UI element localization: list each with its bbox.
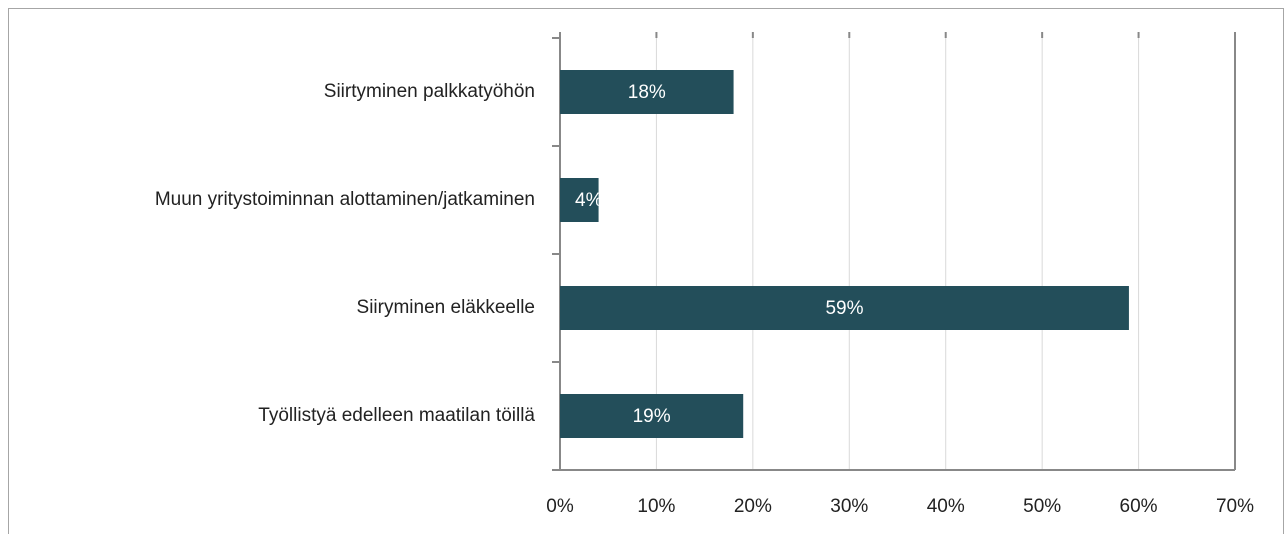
x-tick-label: 10% xyxy=(637,496,675,517)
x-tick-label: 20% xyxy=(734,496,772,517)
x-tick-label: 30% xyxy=(830,496,868,517)
y-tick-label: Työllistyä edelleen maatilan töillä xyxy=(258,405,535,426)
y-tick-label: Siirtyminen palkkatyöhön xyxy=(324,81,535,102)
x-tick-label: 70% xyxy=(1216,496,1254,517)
chart-frame xyxy=(8,8,1284,534)
bar xyxy=(560,394,744,438)
value-label: 4% xyxy=(575,190,603,211)
bar xyxy=(560,70,734,114)
value-label: 18% xyxy=(628,82,666,103)
y-tick-label: Muun yritystoiminnan alottaminen/jatkami… xyxy=(155,189,535,210)
value-label: 59% xyxy=(825,298,863,319)
bar xyxy=(560,178,599,222)
x-tick-label: 60% xyxy=(1120,496,1158,517)
x-tick-label: 50% xyxy=(1023,496,1061,517)
x-tick-label: 40% xyxy=(927,496,965,517)
value-label: 19% xyxy=(633,406,671,427)
x-tick-label: 0% xyxy=(546,496,574,517)
y-tick-label: Siiryminen eläkkeelle xyxy=(357,297,535,318)
bar xyxy=(560,286,1129,330)
